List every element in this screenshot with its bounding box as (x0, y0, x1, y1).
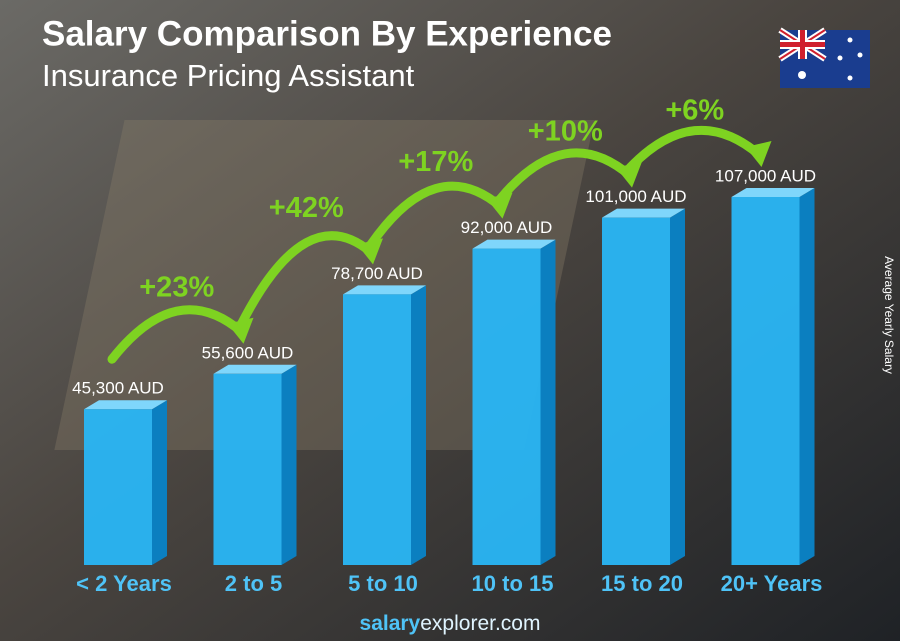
bar-top (472, 239, 556, 249)
change-label: +42% (269, 192, 344, 224)
bar (84, 400, 167, 565)
x-tick-label: < 2 Years (76, 571, 172, 596)
bar-top (343, 285, 426, 295)
value-label: 101,000 AUD (585, 187, 686, 206)
flag (778, 27, 870, 88)
footer-part: salary (360, 612, 421, 635)
bar (472, 239, 556, 565)
change-arrow (496, 148, 635, 204)
x-tick-label: 20+ Years (721, 571, 823, 596)
change-arrow (107, 305, 246, 364)
bar (213, 364, 297, 565)
bar (731, 188, 815, 565)
change-arrow (366, 181, 505, 249)
bar-side (281, 364, 297, 565)
bar-side (411, 285, 426, 565)
bar-top (602, 208, 685, 218)
y-axis-label: Average Yearly Salary (882, 256, 896, 374)
bar-side (540, 239, 556, 565)
change-arrow (625, 125, 764, 173)
footer: salaryexplorer.com (360, 612, 541, 635)
change-label: +6% (665, 95, 724, 127)
bar-side (799, 188, 815, 565)
value-label: 107,000 AUD (715, 166, 816, 185)
bar (602, 208, 685, 566)
value-label: 45,300 AUD (72, 379, 164, 398)
bar-front (213, 373, 282, 565)
bar-front (84, 409, 152, 565)
value-label: 55,600 AUD (202, 343, 294, 362)
bar-front (343, 294, 411, 565)
chart-title: Salary Comparison By Experience (42, 14, 612, 53)
value-label: 92,000 AUD (461, 218, 553, 237)
value-label: 78,700 AUD (331, 264, 423, 283)
table-shape (54, 120, 595, 450)
change-arrow-head (227, 317, 254, 344)
change-arrow-head (745, 141, 772, 167)
x-tick-label: 2 to 5 (225, 571, 282, 596)
x-tick-label: 10 to 15 (472, 571, 554, 596)
bar-front (602, 217, 670, 566)
x-tick-label: 15 to 20 (601, 571, 683, 596)
bar-top (731, 188, 815, 197)
change-arrow (237, 231, 376, 329)
bar-top (213, 364, 297, 374)
change-label: +10% (528, 115, 603, 147)
change-arrow-head (486, 192, 513, 219)
footer-part: explorer.com (420, 612, 540, 635)
chart-subtitle: Insurance Pricing Assistant (42, 58, 415, 93)
bar-front (472, 248, 541, 565)
bar (343, 285, 426, 565)
change-label: +23% (139, 271, 214, 303)
x-tick-label: 5 to 10 (348, 571, 418, 596)
change-arrow-head (357, 238, 383, 265)
change-label: +17% (398, 146, 473, 178)
bar-side (152, 400, 167, 565)
bar-front (731, 197, 800, 565)
bar-top (84, 400, 167, 410)
bar-side (670, 208, 685, 566)
